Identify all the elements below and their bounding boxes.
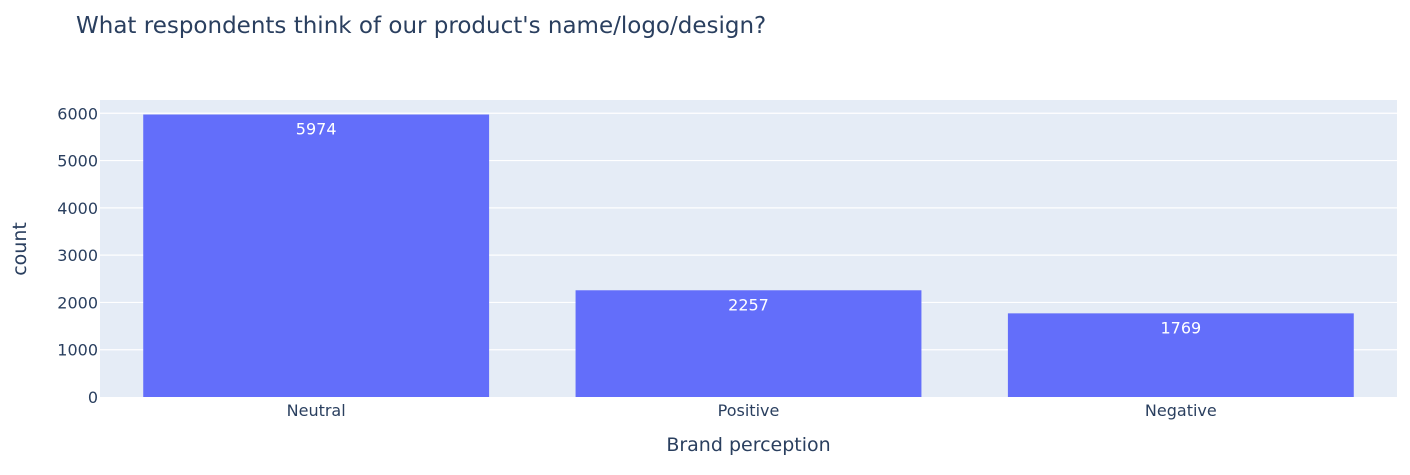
y-axis-title: count xyxy=(9,222,31,276)
y-axis-ticks: 0 1000 2000 3000 4000 5000 6000 xyxy=(57,104,98,407)
x-tick-label: Positive xyxy=(718,401,780,420)
bar-labels: 5974 2257 1769 xyxy=(296,120,1201,338)
bar-positive xyxy=(575,290,922,397)
x-axis-ticks: Neutral Positive Negative xyxy=(287,401,1217,420)
bar-data-label: 5974 xyxy=(296,120,337,139)
bar-neutral xyxy=(143,114,490,398)
y-tick-label: 6000 xyxy=(57,104,98,123)
y-tick-label: 4000 xyxy=(57,199,98,218)
x-tick-label: Negative xyxy=(1145,401,1217,420)
y-tick-label: 1000 xyxy=(57,341,98,360)
bar-data-label: 2257 xyxy=(728,295,769,314)
bars xyxy=(143,114,1354,398)
y-tick-label: 5000 xyxy=(57,152,98,171)
y-tick-label: 3000 xyxy=(57,246,98,265)
x-tick-label: Neutral xyxy=(287,401,346,420)
bar-negative xyxy=(1007,313,1354,397)
x-axis-title: Brand perception xyxy=(666,434,830,456)
bar-data-label: 1769 xyxy=(1160,318,1201,337)
y-tick-label: 0 xyxy=(88,388,98,407)
y-tick-label: 2000 xyxy=(57,293,98,312)
chart-title: What respondents think of our product's … xyxy=(76,13,766,39)
